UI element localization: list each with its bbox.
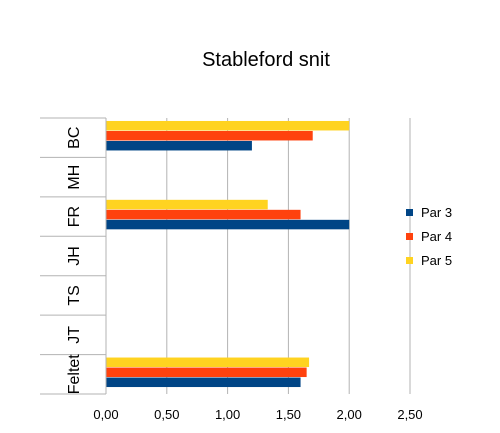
- category-label: JT: [66, 326, 83, 344]
- legend-label: Par 4: [421, 229, 452, 244]
- bars: [106, 120, 350, 388]
- x-tick-label: 0,50: [154, 407, 179, 422]
- x-tick-label: 2,00: [337, 407, 362, 422]
- category-label: Feltet: [66, 354, 83, 395]
- legend-swatch: [406, 257, 413, 264]
- bar-par-4: [106, 209, 301, 220]
- chart-title: Stableford snit: [202, 49, 330, 71]
- legend-swatch: [406, 209, 413, 216]
- bar-par-3: [106, 140, 252, 151]
- bar-par-4: [106, 130, 313, 141]
- x-tick-label: 0,00: [93, 407, 118, 422]
- category-label: JH: [66, 246, 83, 266]
- bar-par-3: [106, 377, 301, 388]
- legend: Par 3 Par 4 Par 5: [406, 205, 452, 268]
- bar-par-4: [106, 367, 307, 378]
- category-label: MH: [66, 165, 83, 190]
- x-tick-label: 1,00: [215, 407, 240, 422]
- legend-label: Par 3: [421, 205, 452, 220]
- category-label: BC: [66, 127, 83, 149]
- category-label: FR: [66, 206, 83, 227]
- bar-par-5: [106, 199, 268, 210]
- bar-par-5: [106, 120, 350, 131]
- bar-par-5: [106, 357, 310, 368]
- legend-swatch: [406, 233, 413, 240]
- grid-lines: [105, 118, 411, 394]
- bar-par-3: [106, 219, 350, 230]
- x-tick-label: 2,50: [397, 407, 422, 422]
- axes: 0,00 0,50 1,00 1,50 2,00 2,50 BC MH FR JH TS JT Felt…: [40, 117, 423, 422]
- legend-label: Par 5: [421, 253, 452, 268]
- category-label: TS: [66, 285, 83, 305]
- x-tick-label: 1,50: [276, 407, 301, 422]
